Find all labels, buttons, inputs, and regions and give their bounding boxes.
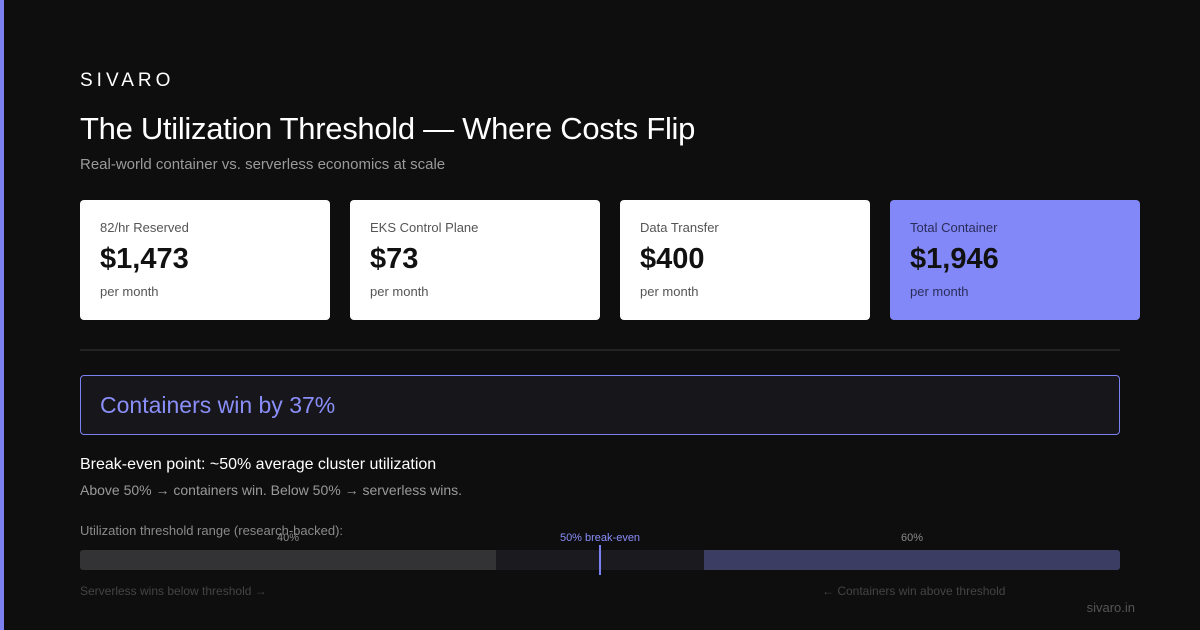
card-value: $73 [370, 243, 419, 275]
card-unit: per month [370, 284, 429, 299]
card-value: $400 [640, 243, 705, 275]
left-note: Serverless wins below threshold → [80, 584, 267, 598]
subtitle: Real-world container vs. serverless econ… [80, 156, 446, 173]
right-note: ← Containers win above threshold [822, 584, 1006, 598]
breakeven-note: Above 50% → containers win. Below 50% → … [80, 482, 463, 498]
card-value: $1,473 [100, 243, 189, 275]
range-label: Utilization threshold range (research-ba… [80, 523, 344, 538]
container-segment [704, 550, 1120, 570]
cost-card: 82/hr Reserved $1,473 per month [80, 200, 330, 320]
divider [80, 349, 1120, 351]
card-label: Data Transfer [640, 220, 719, 235]
card-unit: per month [640, 284, 699, 299]
brand: SIVARO [80, 70, 175, 91]
accent-stripe [0, 0, 4, 630]
title: The Utilization Threshold — Where Costs … [80, 111, 696, 146]
card-unit: per month [100, 284, 159, 299]
cost-card: Data Transfer $400 per month [620, 200, 870, 320]
card-label: 82/hr Reserved [100, 220, 189, 235]
range-low: 40% [276, 532, 300, 544]
card-value: $1,946 [910, 243, 999, 275]
card-label: EKS Control Plane [370, 220, 479, 235]
breakeven-marker [599, 545, 601, 575]
serverless-segment [80, 550, 496, 570]
card-label: Total Container [910, 220, 998, 235]
card-unit: per month [910, 284, 969, 299]
callout-text: Containers win by 37% [100, 392, 336, 418]
cost-card: EKS Control Plane $73 per month [350, 200, 600, 320]
footer: sivaro.in [1086, 600, 1135, 615]
total-card: Total Container $1,946 per month [890, 200, 1140, 320]
range-mid: 50% break-even [559, 532, 641, 544]
callout: Containers win by 37% [80, 375, 1120, 435]
breakeven-heading: Break-even point: ~50% average cluster u… [80, 456, 437, 473]
range-high: 60% [900, 532, 924, 544]
